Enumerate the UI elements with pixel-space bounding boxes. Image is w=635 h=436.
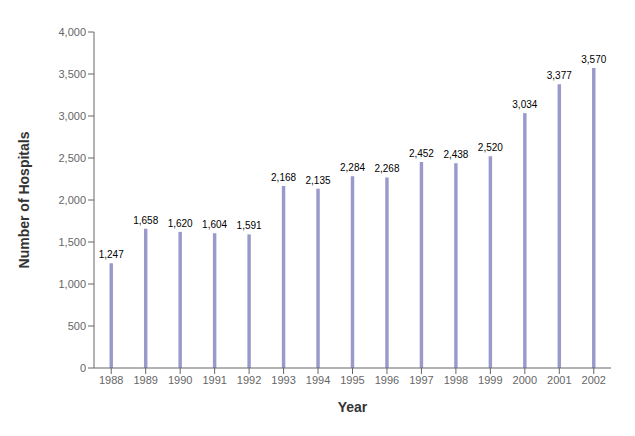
svg-text:2,168: 2,168 — [271, 172, 296, 183]
svg-text:1998: 1998 — [444, 374, 468, 386]
svg-text:2000: 2000 — [513, 374, 537, 386]
svg-text:3,500: 3,500 — [58, 68, 86, 80]
svg-text:3,377: 3,377 — [547, 70, 572, 81]
svg-text:2,284: 2,284 — [340, 162, 365, 173]
svg-text:1,620: 1,620 — [168, 218, 193, 229]
svg-text:1988: 1988 — [99, 374, 123, 386]
svg-text:2,000: 2,000 — [58, 194, 86, 206]
svg-text:1992: 1992 — [237, 374, 261, 386]
svg-text:2,268: 2,268 — [374, 163, 399, 174]
svg-text:1997: 1997 — [409, 374, 433, 386]
svg-text:1993: 1993 — [271, 374, 295, 386]
svg-text:1989: 1989 — [133, 374, 157, 386]
svg-text:500: 500 — [68, 320, 86, 332]
svg-text:1996: 1996 — [375, 374, 399, 386]
svg-text:2,500: 2,500 — [58, 152, 86, 164]
svg-text:1,247: 1,247 — [99, 249, 124, 260]
svg-text:3,570: 3,570 — [581, 54, 606, 65]
svg-text:2,438: 2,438 — [443, 149, 468, 160]
svg-text:3,000: 3,000 — [58, 110, 86, 122]
svg-text:1991: 1991 — [202, 374, 226, 386]
svg-text:Year: Year — [338, 399, 368, 415]
svg-text:1,000: 1,000 — [58, 278, 86, 290]
svg-text:4,000: 4,000 — [58, 26, 86, 38]
svg-text:1990: 1990 — [168, 374, 192, 386]
svg-text:1,500: 1,500 — [58, 236, 86, 248]
svg-text:2001: 2001 — [547, 374, 571, 386]
svg-text:1994: 1994 — [306, 374, 330, 386]
svg-text:0: 0 — [80, 362, 86, 374]
svg-text:3,034: 3,034 — [512, 99, 537, 110]
svg-text:1995: 1995 — [340, 374, 364, 386]
svg-text:1,658: 1,658 — [133, 215, 158, 226]
svg-text:Number of Hospitals: Number of Hospitals — [16, 131, 32, 268]
svg-text:2,135: 2,135 — [306, 175, 331, 186]
svg-text:2,520: 2,520 — [478, 142, 503, 153]
svg-text:1,604: 1,604 — [202, 219, 227, 230]
svg-text:1,591: 1,591 — [237, 220, 262, 231]
svg-text:2,452: 2,452 — [409, 148, 434, 159]
svg-text:1999: 1999 — [478, 374, 502, 386]
svg-text:2002: 2002 — [582, 374, 606, 386]
